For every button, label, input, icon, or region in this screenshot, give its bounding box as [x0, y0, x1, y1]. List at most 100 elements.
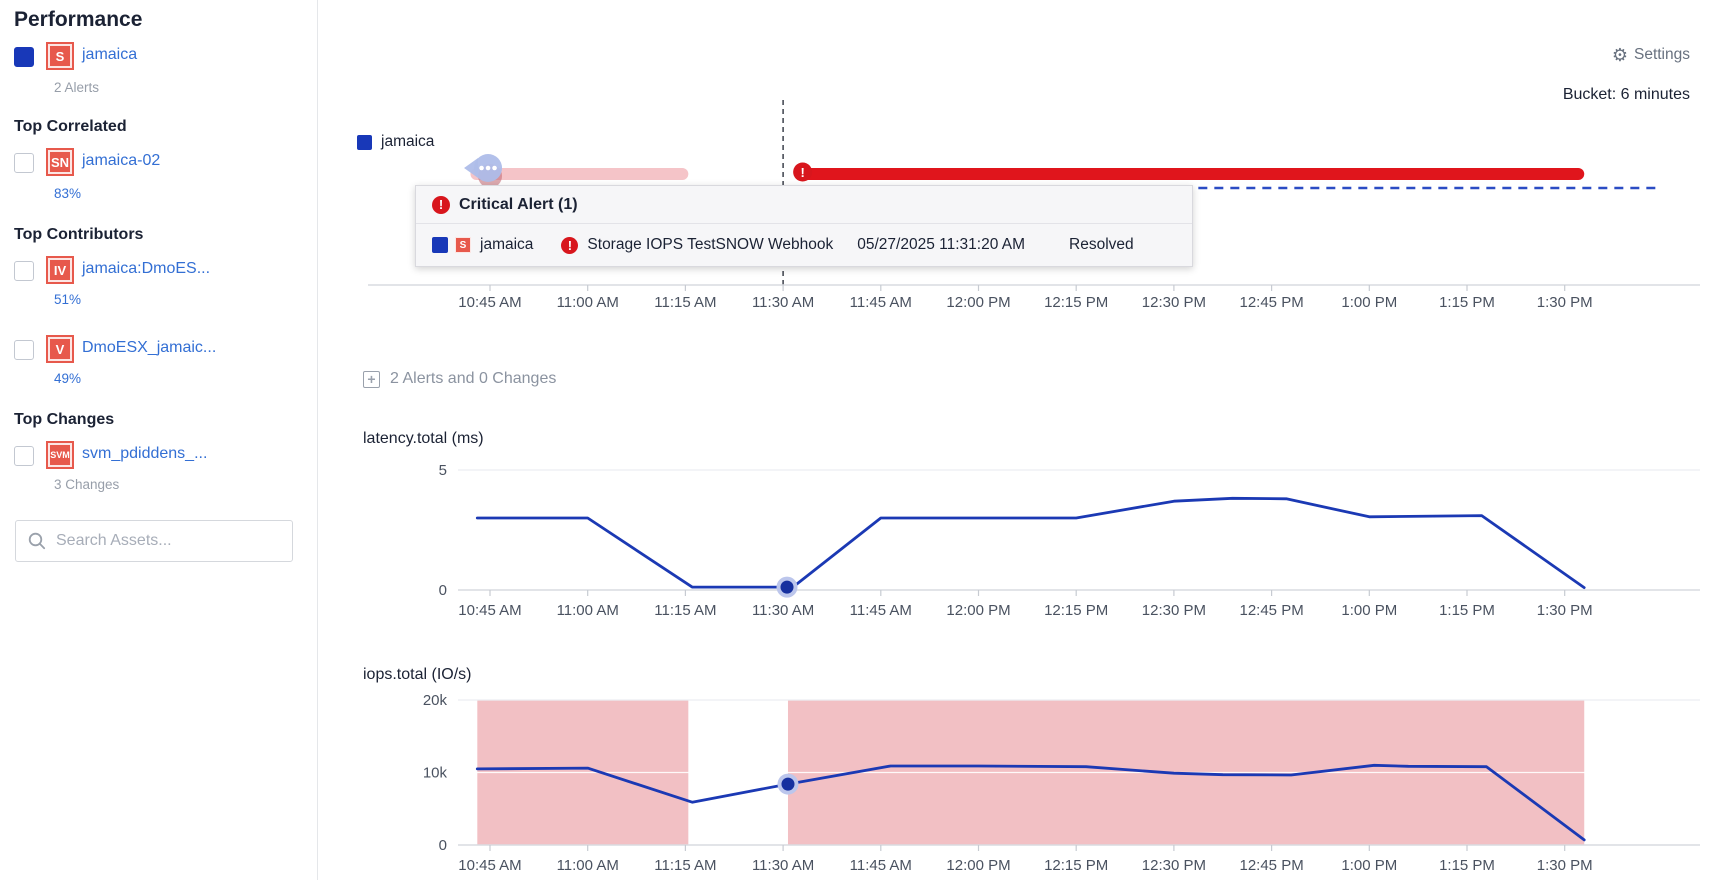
x-tick-label: 12:45 PM: [1239, 294, 1303, 311]
asset-checkbox-svm[interactable]: [14, 446, 34, 466]
x-tick-label: 12:30 PM: [1142, 602, 1206, 619]
x-tick-label: 1:15 PM: [1439, 602, 1495, 619]
x-tick-label: 12:30 PM: [1142, 294, 1206, 311]
y-tick-label: 0: [439, 837, 447, 854]
chart-legend: jamaica: [357, 133, 434, 151]
change-count: 3 Changes: [54, 477, 120, 492]
x-tick-label: 1:15 PM: [1439, 294, 1495, 311]
asset-checkbox-internal-volume[interactable]: [14, 261, 34, 281]
tooltip-title: Critical Alert (1): [459, 196, 578, 213]
alerts-timeline-chart[interactable]: 10:45 AM 11:00 AM 11:15 AM 11:30 AM 11:45 AM…: [0, 95, 1710, 325]
y-tick-label: 20k: [423, 692, 448, 709]
tooltip-asset-link[interactable]: jamaica: [480, 236, 534, 253]
alert-status: Resolved: [1069, 236, 1134, 253]
x-tick-label: 11:30 AM: [752, 602, 814, 619]
asset-alert-count: 2 Alerts: [54, 80, 100, 95]
data-point-marker: [780, 580, 794, 594]
x-tick-label: 1:00 PM: [1341, 602, 1397, 619]
x-tick-label: 11:45 AM: [850, 294, 912, 311]
storage-asset-icon: S: [46, 42, 74, 70]
search-input[interactable]: [56, 532, 266, 550]
asset-type-icon: S: [455, 237, 471, 253]
x-tick-label: 11:15 AM: [654, 857, 716, 874]
section-heading-top-contributors: Top Contributors: [14, 226, 144, 243]
asset-checkbox-jamaica-02[interactable]: [14, 153, 34, 173]
x-tick-label: 1:30 PM: [1537, 857, 1593, 874]
bubble-ellipsis-dot: [492, 165, 497, 171]
bubble-ellipsis-dot: [485, 165, 491, 171]
asset-checkbox-jamaica[interactable]: [14, 47, 34, 67]
settings-label: Settings: [1633, 46, 1690, 63]
critical-alert-exclamation: !: [800, 165, 804, 180]
x-tick-label: 12:00 PM: [946, 294, 1010, 311]
contribution-percent[interactable]: 49%: [54, 371, 82, 386]
tooltip-header: Critical Alert (1): [416, 186, 1192, 224]
x-tick-label: 1:30 PM: [1537, 294, 1593, 311]
legend-color-swatch: [357, 134, 372, 150]
x-tick-label: 12:15 PM: [1044, 857, 1108, 874]
alert-period-bar: [799, 168, 1585, 180]
series-line: [475, 496, 1586, 590]
alert-period-bar: [470, 168, 689, 180]
asset-row-jamaica-02: SN jamaica-02: [0, 148, 300, 178]
x-tick-label: 12:15 PM: [1044, 602, 1108, 619]
x-tick-label: 11:15 AM: [654, 602, 716, 619]
sidebar-divider: [317, 0, 318, 880]
x-tick-label: 11:30 AM: [752, 857, 814, 874]
x-tick-label: 10:45 AM: [458, 602, 521, 619]
alert-name: Storage IOPS TestSNOW Webhook: [587, 236, 834, 253]
contribution-percent[interactable]: 51%: [54, 292, 82, 307]
bubble-ellipsis-dot: [479, 165, 484, 171]
x-tick-label: 12:15 PM: [1044, 294, 1108, 311]
group-bubble-tip: [464, 158, 479, 178]
expand-label: 2 Alerts and 0 Changes: [390, 370, 557, 387]
expand-alerts-changes[interactable]: + 2 Alerts and 0 Changes: [363, 370, 556, 388]
x-tick-label: 12:00 PM: [946, 857, 1010, 874]
asset-link-jamaica-02[interactable]: jamaica-02: [82, 152, 161, 169]
x-tick-label: 11:15 AM: [654, 294, 716, 311]
x-tick-label: 10:45 AM: [458, 857, 521, 874]
series-color-swatch: [432, 237, 448, 253]
internal-volume-asset-icon: IV: [46, 256, 74, 284]
bucket-label: Bucket: 6 minutes: [1562, 86, 1690, 103]
page-title: Performance: [14, 8, 143, 31]
x-tick-label: 1:00 PM: [1341, 857, 1397, 874]
x-tick-label: 11:45 AM: [850, 602, 912, 619]
asset-row-volume: V DmoESX_jamaic...: [0, 335, 300, 365]
series-line: [475, 763, 1586, 842]
section-heading-top-changes: Top Changes: [14, 411, 115, 428]
section-heading-top-correlated: Top Correlated: [14, 118, 127, 135]
x-tick-label: 12:00 PM: [946, 602, 1010, 619]
latency-chart[interactable]: 10:45 AM 11:00 AM 11:15 AM 11:30 AM 11:45 AM…: [0, 455, 1710, 630]
x-tick-label: 1:30 PM: [1537, 602, 1593, 619]
asset-row-jamaica: S jamaica: [0, 42, 300, 72]
x-tick-label: 1:15 PM: [1439, 857, 1495, 874]
critical-alert-icon: [793, 162, 813, 182]
critical-alert-icon: [561, 236, 579, 254]
x-tick-label: 11:45 AM: [850, 857, 912, 874]
asset-row-svm: SVM svm_pdiddens_...: [0, 441, 300, 471]
x-tick-label: 11:00 AM: [557, 857, 619, 874]
storage-node-asset-icon: SN: [46, 148, 74, 176]
alert-timestamp: 05/27/2025 11:31:20 AM: [857, 236, 1026, 253]
svm-asset-icon: SVM: [46, 441, 74, 469]
data-point-marker: [781, 777, 795, 791]
settings-button[interactable]: ⚙ Settings: [1612, 46, 1690, 64]
gear-icon: ⚙: [1611, 45, 1628, 65]
volume-asset-icon: V: [46, 335, 74, 363]
x-tick-label: 12:30 PM: [1142, 857, 1206, 874]
iops-chart[interactable]: 10:45 AM 11:00 AM 11:15 AM 11:30 AM 11:45 AM…: [0, 685, 1710, 880]
x-tick-label: 1:00 PM: [1341, 294, 1397, 311]
y-tick-label: 10k: [423, 765, 448, 782]
asset-link-volume[interactable]: DmoESX_jamaic...: [82, 339, 217, 356]
asset-link-svm[interactable]: svm_pdiddens_...: [82, 445, 208, 462]
x-tick-label: 10:45 AM: [458, 294, 521, 311]
correlation-percent[interactable]: 83%: [54, 186, 82, 201]
search-icon: [28, 532, 46, 550]
asset-row-internal-volume: IV jamaica:DmoES...: [0, 256, 300, 286]
asset-checkbox-volume[interactable]: [14, 340, 34, 360]
alert-row[interactable]: S jamaica Storage IOPS TestSNOW Webhook …: [416, 224, 1192, 266]
asset-link-internal-volume[interactable]: jamaica:DmoES...: [82, 260, 211, 277]
asset-link-jamaica[interactable]: jamaica: [82, 46, 138, 63]
